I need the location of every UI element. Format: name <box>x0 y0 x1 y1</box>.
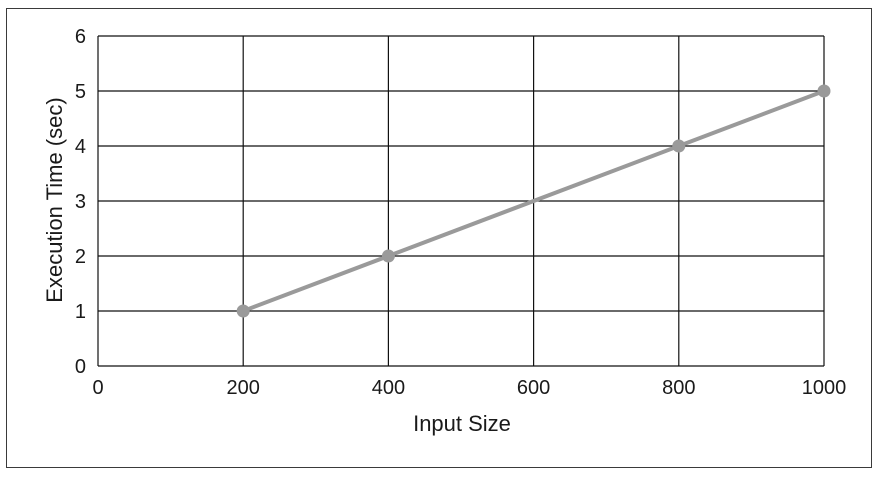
y-tick-label: 5 <box>75 81 86 103</box>
y-tick-label: 1 <box>75 301 86 323</box>
y-tick-label: 2 <box>75 246 86 268</box>
tick-labels: 0 200 400 600 800 1000 0 1 2 3 4 5 6 <box>75 26 846 399</box>
y-tick-label: 4 <box>75 136 86 158</box>
data-point <box>236 304 250 318</box>
y-tick-label: 0 <box>75 356 86 378</box>
x-tick-label: 400 <box>372 377 405 399</box>
y-tick-label: 3 <box>75 191 86 213</box>
chart-frame <box>6 8 872 468</box>
data-point <box>381 249 395 263</box>
grid-lines <box>97 35 825 367</box>
x-tick-label: 800 <box>662 377 695 399</box>
series-line <box>241 89 826 313</box>
x-tick-label: 0 <box>92 377 103 399</box>
data-point <box>672 139 686 153</box>
y-tick-label: 6 <box>75 26 86 48</box>
data-point <box>817 84 831 98</box>
series-layer <box>236 84 831 318</box>
y-axis-label: Execution Time (sec) <box>42 97 67 302</box>
x-axis-label: Input Size <box>413 411 511 436</box>
x-tick-label: 600 <box>517 377 550 399</box>
x-tick-label: 1000 <box>802 377 847 399</box>
x-tick-label: 200 <box>227 377 260 399</box>
